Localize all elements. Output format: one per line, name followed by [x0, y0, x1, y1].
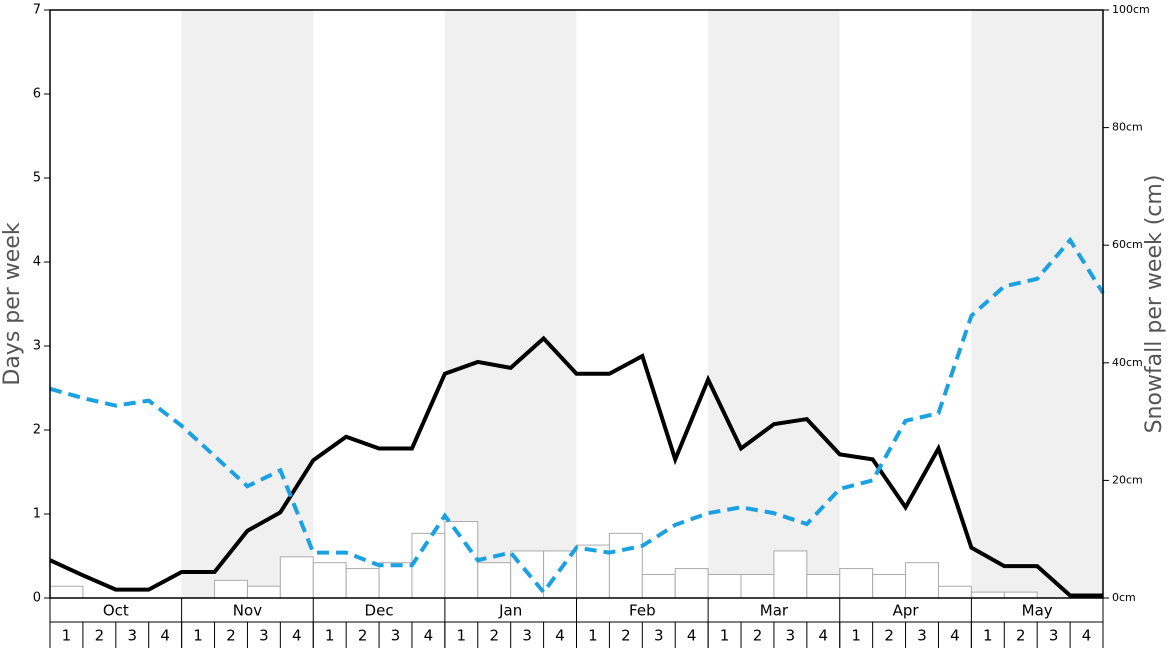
- y2-tick-label: 80cm: [1112, 121, 1143, 134]
- month-label: Mar: [760, 602, 789, 620]
- week-label: 2: [753, 627, 763, 645]
- y-tick-label: 3: [33, 339, 41, 354]
- y2-tick-label: 40cm: [1112, 356, 1143, 369]
- y-tick-label: 5: [33, 171, 41, 186]
- bar: [707, 573, 742, 599]
- bar: [740, 573, 775, 599]
- week-label: 3: [917, 627, 927, 645]
- month-label: Nov: [233, 602, 262, 620]
- bar: [641, 573, 676, 599]
- week-label: 2: [358, 627, 368, 645]
- y2-tick-label: 100cm: [1112, 3, 1150, 16]
- week-label: 4: [819, 627, 829, 645]
- week-label: 3: [1049, 627, 1059, 645]
- month-label: Apr: [893, 602, 920, 620]
- week-label: 4: [687, 627, 697, 645]
- week-label: 3: [654, 627, 664, 645]
- bar: [1003, 591, 1038, 599]
- week-label: 4: [424, 627, 434, 645]
- week-label: 2: [621, 627, 631, 645]
- bar: [773, 550, 808, 599]
- week-label: 1: [325, 627, 335, 645]
- y2-tick-label: 60cm: [1112, 238, 1143, 251]
- week-label: 3: [522, 627, 532, 645]
- y2-axis-label: Snowfall per week (cm): [1142, 175, 1167, 434]
- week-label: 2: [1016, 627, 1026, 645]
- week-label: 1: [851, 627, 861, 645]
- bar: [214, 579, 248, 599]
- line: [49, 335, 1103, 598]
- bar: [444, 521, 479, 599]
- week-label: 1: [720, 627, 730, 645]
- y-tick-label: 4: [33, 255, 41, 270]
- week-label: 2: [489, 627, 499, 645]
- bar: [279, 556, 314, 599]
- bar: [608, 532, 643, 599]
- bar: [970, 591, 1005, 599]
- week-label: 3: [786, 627, 796, 645]
- week-label: 3: [391, 627, 401, 645]
- week-label: 3: [259, 627, 269, 645]
- week-label: 4: [1082, 627, 1092, 645]
- bar: [543, 550, 577, 599]
- week-label: 2: [95, 627, 105, 645]
- month-shade: [971, 10, 1103, 598]
- week-label: 1: [983, 627, 993, 645]
- bar: [576, 544, 610, 599]
- week-label: 4: [950, 627, 960, 645]
- month-shade: [708, 10, 840, 598]
- bar: [674, 568, 709, 599]
- week-label: 2: [884, 627, 894, 645]
- bar: [49, 585, 84, 599]
- week-label: 4: [292, 627, 302, 645]
- week-label: 3: [127, 627, 137, 645]
- y2-tick-label: 20cm: [1112, 473, 1143, 486]
- week-label: 1: [457, 627, 467, 645]
- bar: [937, 585, 972, 599]
- bar: [246, 585, 281, 599]
- bar: [378, 562, 413, 599]
- month-shade: [444, 10, 577, 598]
- y-tick-label: 6: [33, 87, 41, 102]
- month-label: Feb: [629, 602, 656, 620]
- bar: [345, 568, 380, 599]
- y-tick-label: 2: [33, 423, 41, 438]
- y-tick-label: 7: [33, 3, 41, 18]
- week-label: 4: [160, 627, 170, 645]
- bar: [872, 573, 907, 599]
- y-tick-label: 1: [33, 507, 41, 522]
- month-label: Dec: [365, 602, 394, 620]
- month-label: Jan: [498, 602, 522, 620]
- y2-tick-label: 0cm: [1112, 591, 1136, 604]
- week-label: 1: [193, 627, 203, 645]
- bar: [477, 562, 512, 599]
- month-label: Oct: [103, 602, 129, 620]
- bar: [312, 562, 347, 599]
- week-label: 2: [226, 627, 236, 645]
- bar: [839, 568, 874, 599]
- month-label: May: [1022, 602, 1053, 620]
- bar: [411, 532, 446, 599]
- bar: [905, 562, 939, 599]
- y-tick-label: 0: [33, 591, 41, 606]
- line: [49, 236, 1105, 596]
- bar: [806, 573, 841, 599]
- y-axis-label: Days per week: [0, 222, 25, 385]
- week-label: 1: [588, 627, 598, 645]
- week-label: 4: [555, 627, 565, 645]
- week-label: 1: [62, 627, 72, 645]
- month-shade: [181, 10, 314, 598]
